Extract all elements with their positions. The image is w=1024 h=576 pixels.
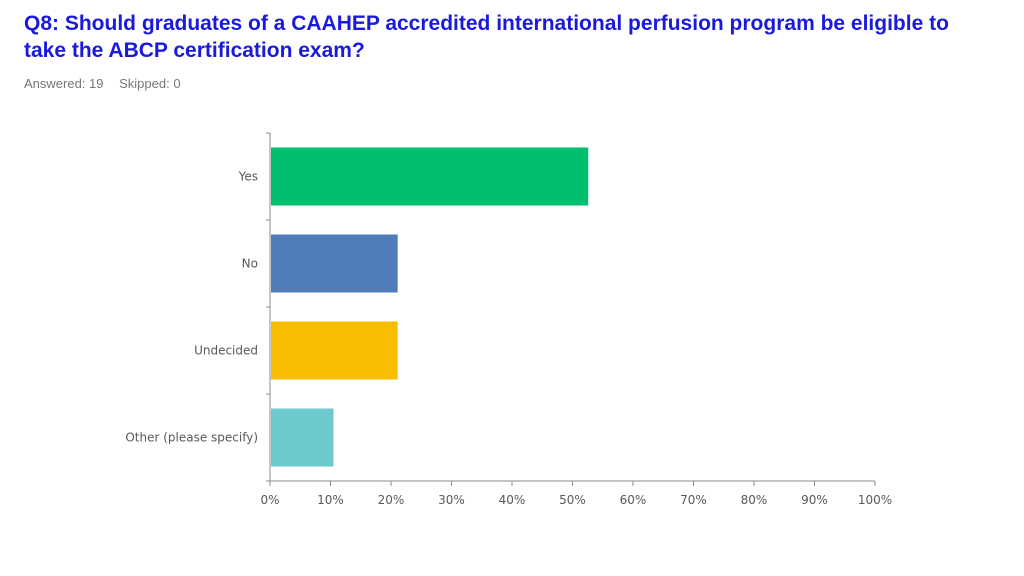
question-title: Q8: Should graduates of a CAAHEP accredi… bbox=[24, 12, 949, 62]
category-label: Other (please specify) bbox=[125, 431, 258, 445]
x-tick-label: 10% bbox=[317, 493, 344, 507]
skipped-count: Skipped: 0 bbox=[119, 76, 181, 91]
x-tick-label: 40% bbox=[499, 493, 526, 507]
category-label: Undecided bbox=[194, 344, 258, 358]
response-stats: Answered: 19 Skipped: 0 bbox=[24, 76, 193, 91]
category-label: Yes bbox=[238, 170, 258, 184]
x-tick-label: 0% bbox=[260, 493, 279, 507]
bar-yes bbox=[271, 147, 589, 206]
x-tick-label: 100% bbox=[858, 493, 892, 507]
x-tick-label: 90% bbox=[801, 493, 828, 507]
answered-count: Answered: 19 bbox=[24, 76, 104, 91]
x-tick-label: 80% bbox=[741, 493, 768, 507]
x-tick-label: 60% bbox=[620, 493, 647, 507]
x-tick-label: 30% bbox=[438, 493, 465, 507]
bar-undecided bbox=[271, 321, 398, 380]
x-tick-label: 50% bbox=[559, 493, 586, 507]
x-tick-label: 20% bbox=[378, 493, 405, 507]
bar-other-please-specify bbox=[271, 408, 334, 467]
category-label: No bbox=[242, 257, 258, 271]
bar-no bbox=[271, 234, 398, 293]
x-tick-label: 70% bbox=[680, 493, 707, 507]
